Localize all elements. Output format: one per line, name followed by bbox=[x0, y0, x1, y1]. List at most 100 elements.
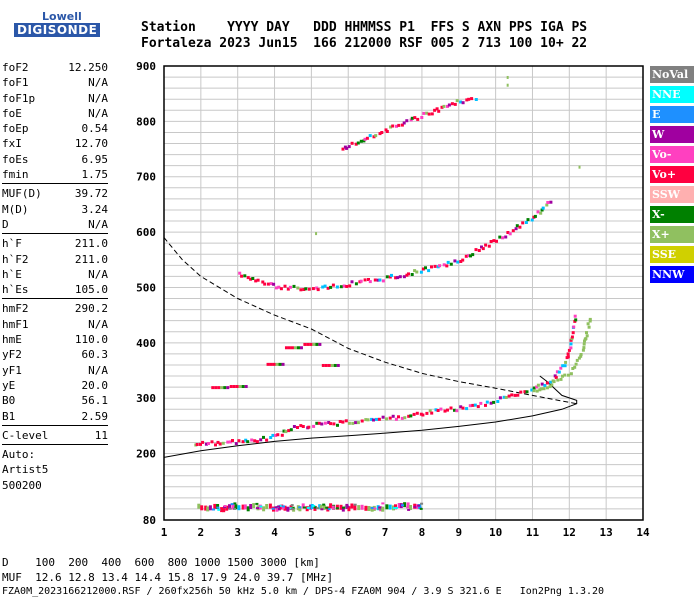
echo-trace-mark bbox=[265, 504, 269, 509]
echo-trace-mark bbox=[339, 285, 343, 289]
echo-trace-mark bbox=[252, 503, 256, 509]
echo-trace-mark bbox=[555, 370, 559, 374]
echo-trace-mark bbox=[323, 421, 327, 425]
echo-trace-mark bbox=[437, 109, 441, 113]
param-row: yF1 N/A bbox=[2, 363, 108, 378]
echo-trace-mark bbox=[430, 265, 433, 269]
echo-trace-mark bbox=[204, 442, 208, 446]
echo-trace-mark bbox=[282, 429, 286, 433]
param-key: 500200 bbox=[2, 478, 42, 492]
echo-trace-mark bbox=[324, 363, 328, 367]
echo-trace-mark bbox=[341, 420, 345, 424]
echo-trace-mark bbox=[231, 504, 235, 510]
echo-trace-mark bbox=[465, 407, 469, 411]
echo-trace-mark bbox=[228, 507, 232, 510]
echo-trace-mark bbox=[360, 504, 364, 510]
echo-trace-mark bbox=[504, 235, 508, 239]
echo-trace-mark bbox=[430, 112, 434, 116]
echo-trace-mark bbox=[403, 502, 407, 508]
echo-trace-mark bbox=[526, 218, 530, 222]
echo-trace-mark bbox=[315, 342, 319, 346]
echo-trace-mark bbox=[557, 370, 561, 374]
echo-trace-mark bbox=[543, 384, 547, 387]
echo-trace-mark bbox=[422, 111, 426, 115]
echo-trace-mark bbox=[298, 506, 302, 509]
echo-trace-mark bbox=[496, 400, 500, 403]
echo-trace-mark bbox=[254, 279, 258, 283]
polarization-legend: NoVal NNE E W Vo- Vo+ SSW X- X+ SSE NNW bbox=[650, 66, 694, 286]
param-key: C-level bbox=[2, 428, 49, 442]
echo-trace-mark bbox=[307, 425, 311, 429]
echo-trace-mark bbox=[402, 121, 406, 125]
echo-trace-mark bbox=[312, 424, 316, 428]
param-value: 3.24 bbox=[81, 202, 109, 216]
echo-trace-mark bbox=[412, 412, 416, 416]
echo-trace-mark bbox=[366, 418, 370, 422]
echo-trace-mark bbox=[548, 385, 552, 389]
echo-trace-mark bbox=[376, 278, 380, 282]
echo-trace-mark bbox=[542, 387, 546, 391]
param-row: yF2 60.3 bbox=[2, 347, 108, 362]
legend-item: W bbox=[650, 126, 694, 143]
echo-trace-mark bbox=[246, 276, 250, 280]
y-tick-label: 500 bbox=[136, 281, 156, 294]
echo-trace-mark bbox=[381, 502, 385, 505]
echo-trace-mark bbox=[318, 342, 322, 346]
param-row: B0 56.1 bbox=[2, 393, 108, 408]
bottom-info: D 100 200 400 600 800 1000 1500 3000 [km… bbox=[2, 556, 604, 600]
echo-trace-mark bbox=[274, 286, 278, 290]
echo-trace-mark bbox=[214, 386, 218, 390]
echo-trace-mark bbox=[350, 280, 354, 284]
echo-trace-mark bbox=[299, 346, 303, 350]
echo-trace-mark bbox=[419, 270, 423, 274]
echo-trace-mark bbox=[296, 346, 300, 350]
legend-item: Vo+ bbox=[650, 166, 694, 183]
echo-trace-mark bbox=[502, 395, 506, 399]
echo-trace-mark bbox=[459, 260, 463, 263]
echo-trace-mark bbox=[570, 335, 574, 339]
param-row: foEp 0.54 bbox=[2, 121, 108, 136]
echo-trace-mark bbox=[237, 439, 241, 443]
echo-trace-mark bbox=[567, 348, 571, 352]
echo-trace-mark bbox=[465, 98, 469, 102]
echo-trace-mark bbox=[535, 389, 539, 393]
echo-trace-mark bbox=[514, 227, 518, 231]
echo-trace-mark bbox=[375, 417, 378, 421]
echo-trace-mark bbox=[536, 210, 540, 214]
param-row: hmF2 290.2 bbox=[2, 301, 108, 316]
param-row: fmin 1.75 bbox=[2, 167, 108, 182]
echo-trace-mark bbox=[211, 386, 215, 390]
echo-trace-mark bbox=[262, 506, 266, 512]
echo-trace-mark bbox=[515, 224, 519, 228]
param-separator bbox=[2, 424, 108, 426]
legend-item: Vo- bbox=[650, 146, 694, 163]
param-key: foF1p bbox=[2, 91, 36, 105]
x-tick-label: 14 bbox=[636, 526, 650, 539]
param-row: h`E N/A bbox=[2, 267, 108, 282]
echo-trace-mark bbox=[438, 264, 442, 268]
parameter-panel: foF2 12.250 foF1 N/A foF1p N/A foE N/A foEp 0.54 f… bbox=[2, 60, 108, 493]
echo-trace-mark bbox=[489, 240, 493, 243]
echo-trace-mark bbox=[274, 506, 278, 509]
echo-trace-mark bbox=[510, 393, 514, 397]
echo-trace-mark bbox=[298, 506, 302, 512]
echo-trace-mark bbox=[356, 141, 360, 145]
param-value: 211.0 bbox=[74, 237, 108, 251]
param-value: 2.59 bbox=[81, 409, 109, 423]
echo-trace-mark bbox=[304, 287, 308, 291]
param-value: 60.3 bbox=[81, 348, 109, 362]
echo-trace-mark bbox=[410, 273, 414, 276]
echo-trace-mark bbox=[347, 421, 351, 425]
echo-trace-mark bbox=[255, 502, 259, 505]
echo-trace-mark bbox=[336, 363, 340, 367]
x-tick-label: 9 bbox=[455, 526, 462, 539]
echo-trace-mark bbox=[389, 125, 393, 129]
echo-trace-mark bbox=[498, 235, 502, 239]
param-row: yE 20.0 bbox=[2, 378, 108, 393]
echo-trace-mark bbox=[225, 505, 229, 511]
echo-trace-mark bbox=[301, 503, 305, 509]
echo-trace-mark bbox=[330, 363, 334, 367]
echo-trace-mark bbox=[536, 383, 540, 387]
echo-trace-mark bbox=[253, 439, 257, 443]
echo-trace-mark bbox=[385, 504, 389, 510]
